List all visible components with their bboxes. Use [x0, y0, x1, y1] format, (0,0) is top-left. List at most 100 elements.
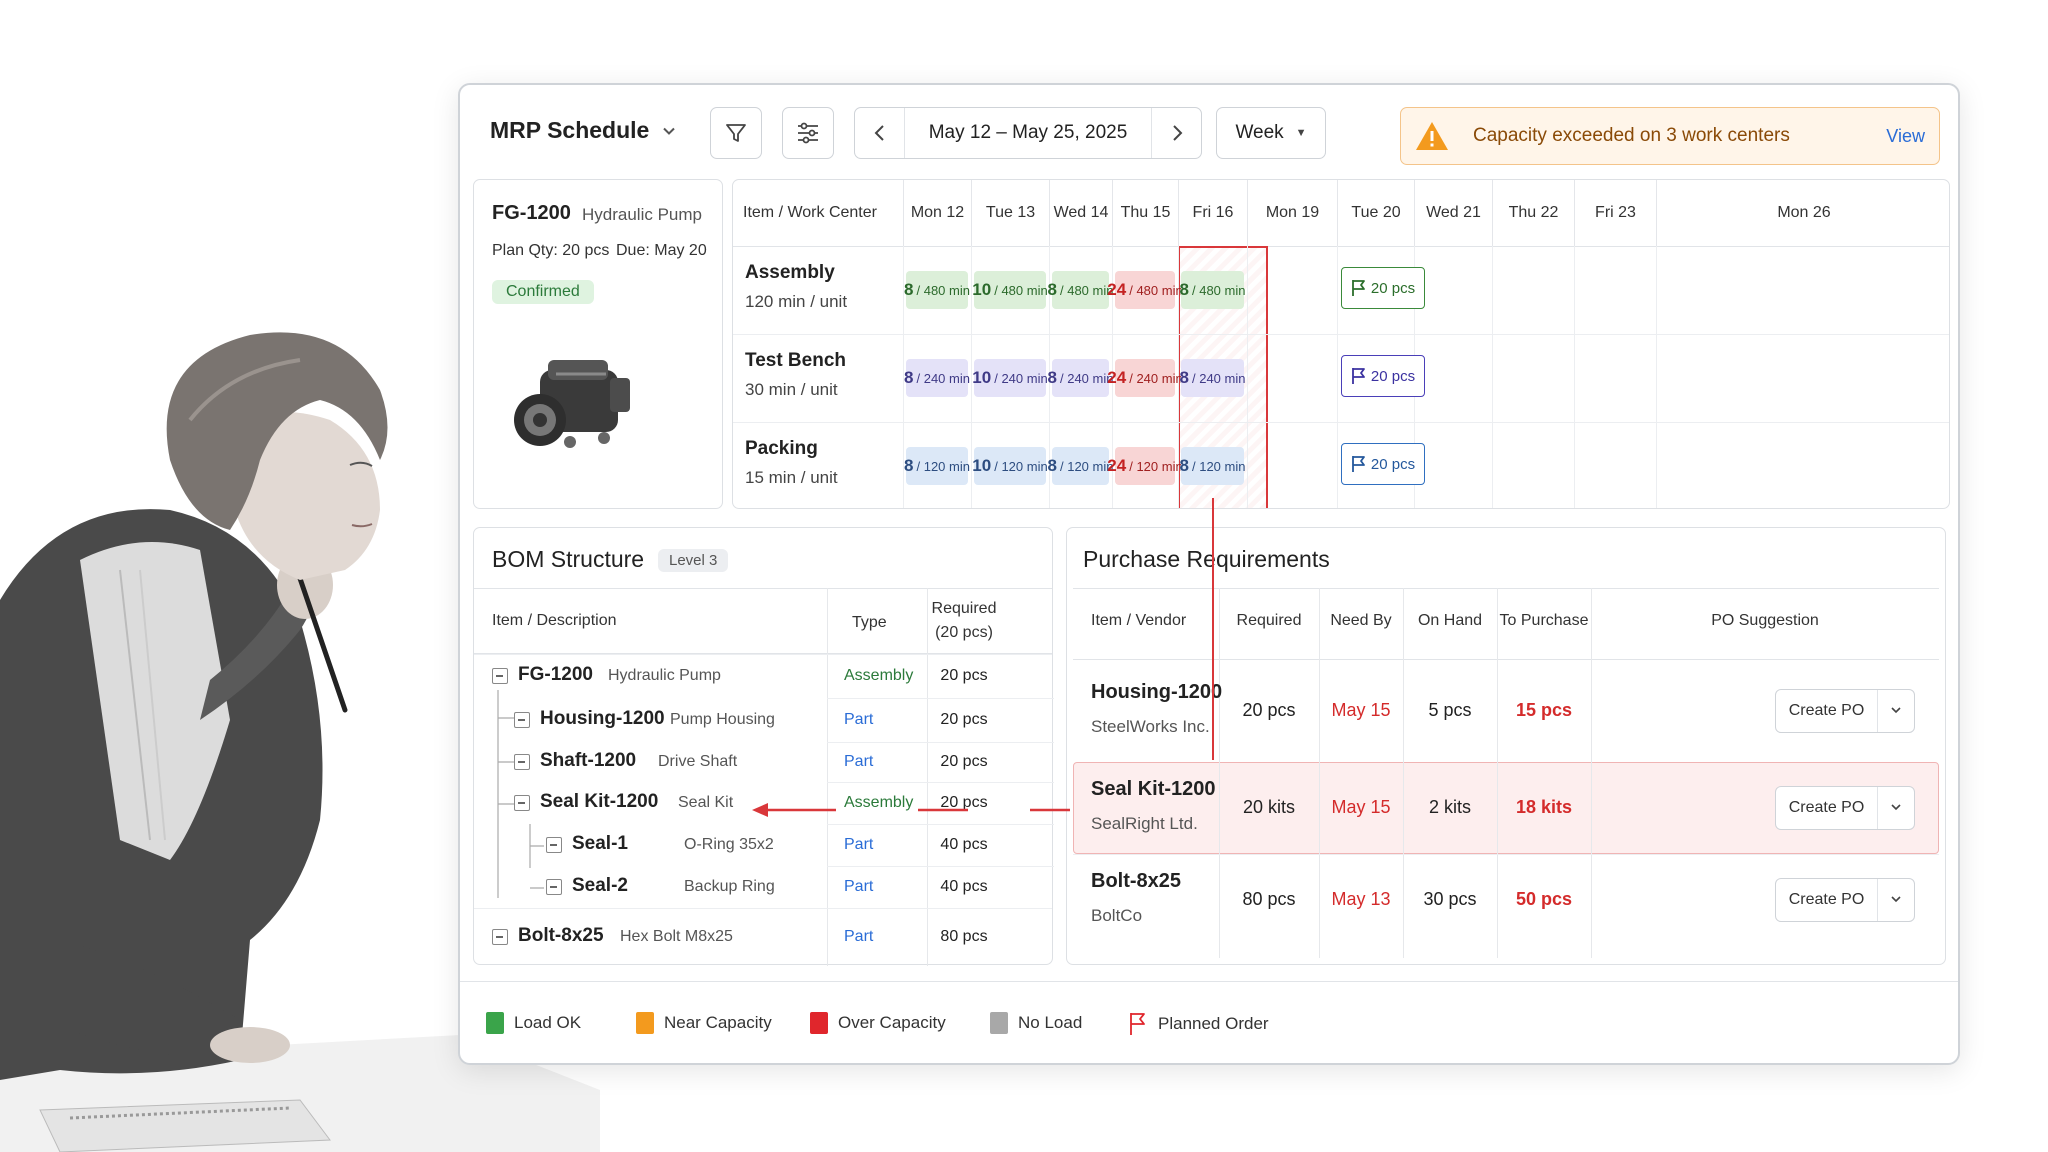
planned-order-qty: 20 pcs — [1370, 279, 1416, 297]
purchase-column-divider — [1497, 588, 1498, 958]
period-select[interactable]: Week ▼ — [1216, 107, 1326, 159]
work-center-name: Packing — [745, 438, 818, 459]
load-capacity: / 240 min — [916, 370, 970, 386]
create-po-button[interactable]: Create PO — [1776, 787, 1878, 829]
alert-view-link[interactable]: View — [1886, 125, 1925, 146]
load-quantity: 8 — [1179, 280, 1189, 299]
grid-header-day: Fri 23 — [1574, 180, 1656, 246]
period-select-value: Week — [1235, 122, 1284, 143]
load-capacity: / 120 min — [1129, 458, 1183, 474]
collapse-icon[interactable] — [546, 837, 562, 853]
load-cell[interactable]: 10/ 120 min — [972, 447, 1048, 485]
chevron-down-icon — [663, 127, 676, 135]
load-cell[interactable]: 8/ 480 min — [1179, 271, 1246, 309]
purchase-to-purchase: 15 pcs — [1515, 700, 1573, 720]
prev-period-button[interactable] — [855, 108, 905, 158]
load-cell[interactable]: 8/ 240 min — [904, 359, 970, 397]
bom-item-type: Part — [844, 928, 874, 945]
next-period-button[interactable] — [1151, 108, 1201, 158]
purchase-header: On Hand — [1417, 612, 1483, 629]
create-po-button[interactable]: Create PO — [1776, 879, 1878, 921]
filter-button[interactable] — [710, 107, 762, 159]
bom-header-item: Item / Description — [492, 612, 617, 629]
load-cell[interactable]: 8/ 120 min — [1048, 447, 1113, 485]
grid-header-day: Fri 16 — [1178, 180, 1247, 246]
create-po-split-button: Create PO — [1775, 786, 1915, 830]
load-cell[interactable]: 8/ 480 min — [904, 271, 970, 309]
load-cell-over-capacity[interactable]: 24/ 240 min — [1107, 359, 1183, 397]
load-capacity: / 480 min — [1192, 282, 1246, 298]
load-capacity: / 120 min — [1060, 458, 1114, 474]
bom-structure-panel: BOM Structure Level 3 Item / Description… — [473, 527, 1054, 966]
purchase-title: Purchase Requirements — [1083, 546, 1330, 572]
grid-header-day: Mon 26 — [1656, 180, 1949, 246]
collapse-icon[interactable] — [492, 929, 508, 945]
legend-item: Over Capacity — [810, 1012, 946, 1034]
purchase-to-purchase: 18 kits — [1515, 797, 1573, 817]
bom-item-code: Seal Kit-1200 — [540, 791, 659, 812]
grid-header-item: Item / Work Center — [743, 204, 877, 221]
bom-header-required-sub: (20 pcs) — [935, 624, 993, 641]
grid-header-day: Mon 19 — [1247, 180, 1337, 246]
purchase-header: Need By — [1330, 612, 1392, 629]
view-title: MRP Schedule — [490, 117, 650, 143]
view-title-dropdown[interactable]: MRP Schedule — [490, 117, 677, 144]
collapse-icon[interactable] — [514, 795, 530, 811]
grid-header-day: Mon 12 — [903, 180, 971, 246]
flag-icon — [1351, 280, 1365, 296]
legend-swatch — [636, 1012, 654, 1034]
load-capacity: / 240 min — [1192, 370, 1246, 386]
capacity-alert: Capacity exceeded on 3 work centers View — [1400, 107, 1940, 165]
planned-order-chip[interactable]: 20 pcs — [1341, 355, 1425, 397]
bom-item-type: Assembly — [844, 794, 914, 811]
load-cell[interactable]: 8/ 240 min — [1048, 359, 1113, 397]
purchase-vendor: SteelWorks Inc. — [1091, 717, 1210, 736]
load-cell[interactable]: 10/ 240 min — [972, 359, 1048, 397]
purchase-header: To Purchase — [1499, 612, 1589, 629]
load-cell[interactable]: 8/ 120 min — [904, 447, 970, 485]
load-quantity: 8 — [1179, 368, 1189, 387]
po-options-dropdown[interactable] — [1878, 801, 1914, 815]
load-cell-over-capacity[interactable]: 24/ 120 min — [1107, 447, 1183, 485]
grid-row-divider — [733, 422, 1949, 423]
purchase-vendor: BoltCo — [1091, 906, 1143, 925]
bom-header-required: Required — [931, 600, 997, 617]
grid-column-divider — [903, 246, 904, 508]
collapse-icon[interactable] — [492, 668, 508, 684]
bom-item-code: Seal-2 — [572, 875, 628, 896]
grid-row-divider — [733, 334, 1949, 335]
settings-button[interactable] — [782, 107, 834, 159]
load-quantity: 24 — [1107, 456, 1127, 475]
due-date: Due: May 20 — [616, 242, 707, 259]
grid-column-divider — [1247, 246, 1248, 508]
grid-header-day: Thu 22 — [1492, 180, 1574, 246]
load-cell[interactable]: 8/ 120 min — [1180, 447, 1246, 485]
collapse-icon[interactable] — [514, 712, 530, 728]
load-cell[interactable]: 8/ 240 min — [1179, 359, 1246, 397]
purchase-required: 80 pcs — [1242, 889, 1296, 909]
bom-item-code: Shaft-1200 — [540, 750, 637, 771]
purchase-required: 20 pcs — [1242, 700, 1296, 720]
create-po-button[interactable]: Create PO — [1776, 690, 1878, 732]
purchase-vendor: SealRight Ltd. — [1091, 814, 1198, 833]
po-options-dropdown[interactable] — [1878, 893, 1914, 907]
grid-header-day: Thu 15 — [1112, 180, 1178, 246]
load-capacity: / 120 min — [1192, 458, 1246, 474]
planned-order-chip[interactable]: 20 pcs — [1341, 443, 1425, 485]
load-cell-over-capacity[interactable]: 24/ 480 min — [1107, 271, 1183, 309]
po-options-dropdown[interactable] — [1878, 704, 1914, 718]
work-center-name: Test Bench — [745, 350, 847, 371]
purchase-column-divider — [1219, 588, 1220, 958]
load-cell[interactable]: 8/ 480 min — [1048, 271, 1113, 309]
work-center-rate: 30 min / unit — [745, 380, 838, 399]
load-cell[interactable]: 10/ 480 min — [972, 271, 1048, 309]
collapse-icon[interactable] — [514, 754, 530, 770]
purchase-to-purchase: 50 pcs — [1515, 889, 1573, 909]
collapse-icon[interactable] — [546, 879, 562, 895]
work-center-rate: 120 min / unit — [745, 292, 848, 311]
planned-order-chip[interactable]: 20 pcs — [1341, 267, 1425, 309]
grid-header-day: Tue 20 — [1337, 180, 1414, 246]
bom-item-required: 40 pcs — [940, 878, 988, 895]
flag-icon — [1351, 368, 1365, 384]
product-code: FG-1200 — [492, 202, 571, 224]
